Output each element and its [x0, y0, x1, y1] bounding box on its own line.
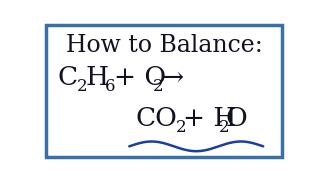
- Text: How to Balance:: How to Balance:: [66, 34, 262, 57]
- Text: O: O: [226, 106, 247, 131]
- Text: + H: + H: [183, 106, 237, 131]
- Text: CO: CO: [135, 106, 177, 131]
- Text: C: C: [57, 65, 77, 89]
- Text: 2: 2: [77, 78, 87, 94]
- Text: 2: 2: [176, 119, 187, 136]
- Text: 2: 2: [153, 78, 164, 94]
- Text: 2: 2: [219, 119, 229, 136]
- Text: 6: 6: [105, 78, 116, 94]
- Text: H: H: [85, 65, 108, 89]
- FancyBboxPatch shape: [46, 25, 282, 157]
- Text: + O: + O: [114, 65, 166, 89]
- Text: →: →: [161, 65, 183, 89]
